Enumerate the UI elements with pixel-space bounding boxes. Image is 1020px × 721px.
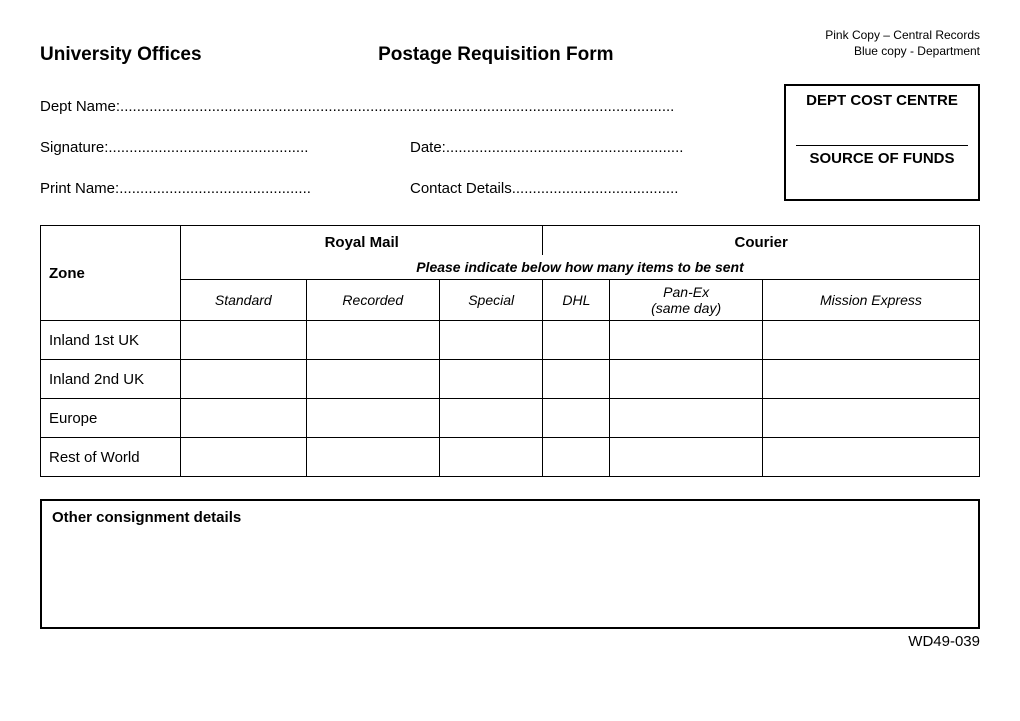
cell[interactable] <box>439 321 542 360</box>
print-name-field[interactable]: Print Name:.............................… <box>40 180 390 197</box>
cell[interactable] <box>439 399 542 438</box>
group-royal-mail: Royal Mail <box>181 226 543 256</box>
cell[interactable] <box>543 438 610 477</box>
cell[interactable] <box>181 360 307 399</box>
postage-table: Zone Royal Mail Courier Please indicate … <box>40 225 980 477</box>
form-code: WD49-039 <box>40 633 980 650</box>
dept-name-field[interactable]: Dept Name:..............................… <box>40 98 740 115</box>
zone-row: Rest of World <box>41 438 181 477</box>
cell[interactable] <box>610 399 762 438</box>
cell[interactable] <box>306 360 439 399</box>
other-consignment-box[interactable]: Other consignment details <box>40 499 980 629</box>
cell[interactable] <box>610 360 762 399</box>
cell[interactable] <box>610 438 762 477</box>
col-standard: Standard <box>181 280 307 321</box>
cell[interactable] <box>762 360 979 399</box>
copy-notes: Pink Copy – Central Records Blue copy - … <box>790 28 980 59</box>
cell[interactable] <box>439 360 542 399</box>
cell[interactable] <box>762 438 979 477</box>
group-courier: Courier <box>543 226 980 256</box>
cell[interactable] <box>181 399 307 438</box>
zone-inland-1st: Inland 1st UK <box>41 321 181 360</box>
org-title: University Offices <box>40 28 202 66</box>
cell[interactable] <box>762 321 979 360</box>
signature-field[interactable]: Signature:..............................… <box>40 139 390 156</box>
cell[interactable] <box>181 438 307 477</box>
cell[interactable] <box>306 321 439 360</box>
dept-cost-centre-label: DEPT COST CENTRE <box>792 92 972 109</box>
col-panex: Pan-Ex(same day) <box>610 280 762 321</box>
cell[interactable] <box>543 399 610 438</box>
zone-header: Zone <box>41 226 181 321</box>
zone-europe: Europe <box>41 399 181 438</box>
cell[interactable] <box>306 399 439 438</box>
form-title: Postage Requisition Form <box>202 28 790 66</box>
copy-note-2: Blue copy - Department <box>790 44 980 60</box>
col-recorded: Recorded <box>306 280 439 321</box>
col-dhl: DHL <box>543 280 610 321</box>
date-field[interactable]: Date:...................................… <box>410 139 740 156</box>
cell[interactable] <box>610 321 762 360</box>
copy-note-1: Pink Copy – Central Records <box>790 28 980 44</box>
cell[interactable] <box>543 360 610 399</box>
table-instruction: Please indicate below how many items to … <box>181 255 980 280</box>
zone-inland-2nd: Inland 2nd UK <box>41 360 181 399</box>
other-consignment-header: Other consignment details <box>52 509 968 526</box>
cell[interactable] <box>181 321 307 360</box>
cell[interactable] <box>762 399 979 438</box>
cell[interactable] <box>306 438 439 477</box>
cost-centre-box[interactable]: DEPT COST CENTRE SOURCE OF FUNDS <box>784 84 980 201</box>
cell[interactable] <box>543 321 610 360</box>
col-mission: Mission Express <box>762 280 979 321</box>
cell[interactable] <box>439 438 542 477</box>
source-of-funds-label: SOURCE OF FUNDS <box>792 150 972 167</box>
contact-details-field[interactable]: Contact Details.........................… <box>410 180 740 197</box>
col-special: Special <box>439 280 542 321</box>
